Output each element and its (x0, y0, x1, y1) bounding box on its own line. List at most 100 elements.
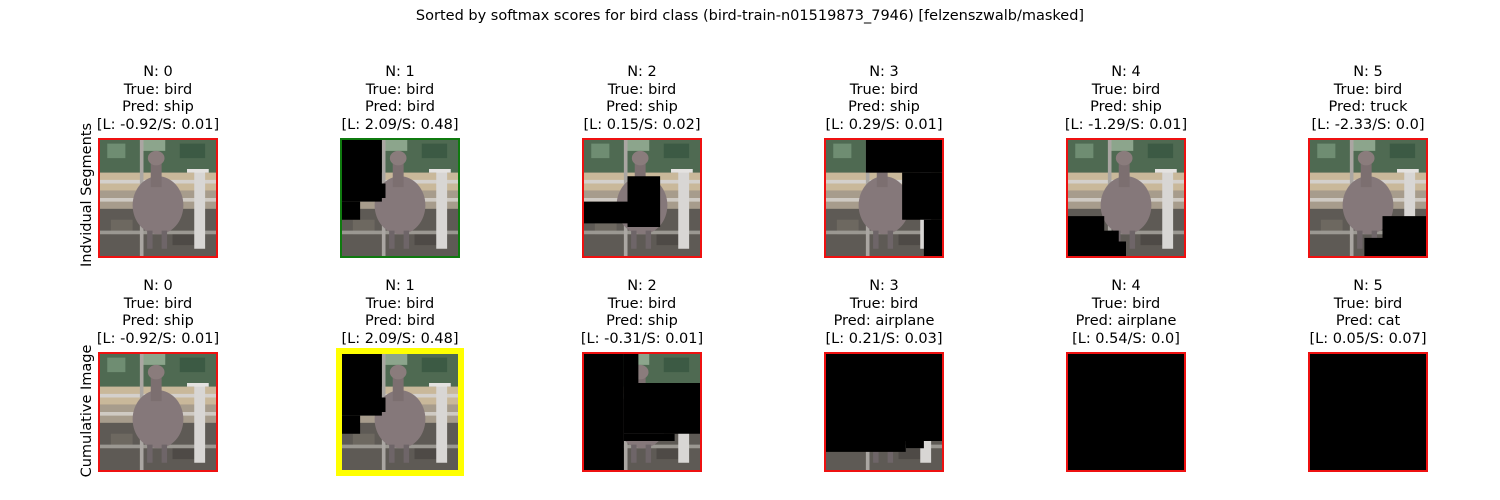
panel-row1-n5: N: 5 True: bird Pred: cat [L: 0.05/S: 0.07] (1248, 278, 1488, 472)
segment-image (582, 138, 702, 258)
mask-region (1310, 354, 1426, 470)
panel-title-score: [L: 2.09/S: 0.48] (341, 116, 459, 133)
panel-title-n: N: 0 (143, 64, 173, 80)
panel-title-pred: Pred: truck (1328, 99, 1408, 115)
panel-title-pred: Pred: bird (365, 313, 435, 329)
mask-region (1364, 237, 1383, 256)
panel-title-score: [L: 2.09/S: 0.48] (341, 330, 459, 347)
mask-region (627, 176, 661, 227)
mask-region (826, 354, 942, 441)
panel-row0-n2: N: 2 True: bird Pred: ship [L: 0.15/S: 0.02… (522, 64, 762, 258)
mask-region (923, 219, 942, 256)
row-label-cumulative: Cumulative Image (79, 344, 95, 478)
photo-thumbnail (1310, 140, 1426, 256)
panel-title-pred: Pred: cat (1335, 313, 1401, 329)
segment-image (98, 138, 218, 258)
panel-title-pred: Pred: ship (606, 313, 678, 329)
panel-title-score: [L: 0.15/S: 0.02] (583, 116, 701, 133)
panel-row0-n4: N: 4 True: bird Pred: ship [L: -1.29/S: 0.0… (1006, 64, 1246, 258)
segment-image (1308, 138, 1428, 258)
mask-region (623, 433, 675, 441)
panel-title: N: 1 True: bird Pred: bird [L: 2.09/S: 0.48… (280, 278, 520, 348)
mask-region (902, 172, 942, 220)
panel-title-true: True: bird (1091, 81, 1161, 98)
segment-image (1066, 352, 1186, 472)
panel-title-true: True: bird (365, 81, 435, 98)
panel-title: N: 2 True: bird Pred: ship [L: 0.15/S: 0.02… (522, 64, 762, 134)
panel-title-n: N: 2 (627, 278, 657, 294)
mask-region (1068, 354, 1184, 470)
panel-row1-n4: N: 4 True: bird Pred: airplane [L: 0.54/S: … (1006, 278, 1246, 472)
panel-row0-n1: N: 1 True: bird Pred: bird [L: 2.09/S: 0.48… (280, 64, 520, 258)
panel-title-pred: Pred: ship (122, 99, 194, 115)
panel-title-score: [L: -0.92/S: 0.01] (96, 330, 220, 347)
panel-title-pred: Pred: ship (606, 99, 678, 115)
panel-title-true: True: bird (123, 81, 193, 98)
panel-title: N: 5 True: bird Pred: truck [L: -2.33/S: 0.… (1248, 64, 1488, 134)
photo-thumbnail (584, 140, 700, 256)
panel-title-n: N: 4 (1111, 64, 1141, 80)
panel-title-true: True: bird (365, 295, 435, 312)
panel-title-score: [L: -2.33/S: 0.0] (1311, 116, 1425, 133)
panel-title-score: [L: 0.54/S: 0.0] (1072, 330, 1180, 347)
panel-title-true: True: bird (849, 295, 919, 312)
photo-thumbnail (342, 354, 458, 470)
panel-title: N: 4 True: bird Pred: airplane [L: 0.54/S: … (1006, 278, 1246, 348)
panel-row1-n0: N: 0 True: bird Pred: ship [L: -0.92/S: 0.0… (38, 278, 278, 472)
photo-thumbnail (826, 354, 942, 470)
segment-image (336, 348, 464, 476)
panel-title-score: [L: 0.21/S: 0.03] (825, 330, 943, 347)
panel-title-true: True: bird (1333, 81, 1403, 98)
segment-image (824, 138, 944, 258)
segment-image (582, 352, 702, 472)
segment-image (824, 352, 944, 472)
panel-row1-n3: N: 3 True: bird Pred: airplane [L: 0.21/S: … (764, 278, 1004, 472)
photo-thumbnail (100, 140, 216, 256)
panel-title: N: 2 True: bird Pred: ship [L: -0.31/S: 0.0… (522, 278, 762, 348)
mask-region (826, 441, 906, 452)
photo-thumbnail (826, 140, 942, 256)
panel-title-true: True: bird (849, 81, 919, 98)
panel-title-score: [L: 0.29/S: 0.01] (825, 116, 943, 133)
panel-title-n: N: 2 (627, 64, 657, 80)
panel-row0-n3: N: 3 True: bird Pred: ship [L: 0.29/S: 0.01… (764, 64, 1004, 258)
panel-title-pred: Pred: airplane (833, 313, 935, 329)
photo-thumbnail (1310, 354, 1426, 470)
mask-region (865, 140, 942, 173)
panel-row1-n2: N: 2 True: bird Pred: ship [L: -0.31/S: 0.0… (522, 278, 762, 472)
segment-image (1308, 352, 1428, 472)
panel-title-score: [L: -1.29/S: 0.01] (1064, 116, 1188, 133)
panel-title-n: N: 3 (869, 278, 899, 294)
panel-title-n: N: 4 (1111, 278, 1141, 294)
panel-title-pred: Pred: bird (365, 99, 435, 115)
panel-title-n: N: 1 (385, 64, 415, 80)
panel-title: N: 3 True: bird Pred: airplane [L: 0.21/S: … (764, 278, 1004, 348)
mask-region (371, 397, 386, 412)
panel-title-pred: Pred: ship (1090, 99, 1162, 115)
segment-image (98, 352, 218, 472)
panel-row0-n0: N: 0 True: bird Pred: ship [L: -0.92/S: 0.0… (38, 64, 278, 258)
mask-region (584, 354, 624, 470)
panel-title-n: N: 5 (1353, 64, 1383, 80)
panel-title: N: 0 True: bird Pred: ship [L: -0.92/S: 0.0… (38, 64, 278, 134)
panel-title-n: N: 0 (143, 278, 173, 294)
row-label-individual: Indvidual Segments (79, 122, 95, 267)
panel-title-true: True: bird (1091, 295, 1161, 312)
panel-row1-n1: N: 1 True: bird Pred: bird [L: 2.09/S: 0.48… (280, 278, 520, 476)
panel-title: N: 5 True: bird Pred: cat [L: 0.05/S: 0.07] (1248, 278, 1488, 348)
mask-region (371, 183, 386, 198)
photo-thumbnail (584, 354, 700, 470)
mask-region (623, 383, 700, 434)
photo-thumbnail (342, 140, 458, 256)
mask-region (342, 415, 361, 434)
panel-title: N: 4 True: bird Pred: ship [L: -1.29/S: 0.0… (1006, 64, 1246, 134)
panel-title-n: N: 1 (385, 278, 415, 294)
photo-thumbnail (1068, 354, 1184, 470)
panel-title: N: 3 True: bird Pred: ship [L: 0.29/S: 0.01… (764, 64, 1004, 134)
mask-region (342, 201, 361, 220)
figure-title: Sorted by softmax scores for bird class … (415, 8, 1085, 24)
panel-title: N: 1 True: bird Pred: bird [L: 2.09/S: 0.48… (280, 64, 520, 134)
panel-title-true: True: bird (607, 81, 677, 98)
panel-title-n: N: 5 (1353, 278, 1383, 294)
panel-title-pred: Pred: ship (122, 313, 194, 329)
